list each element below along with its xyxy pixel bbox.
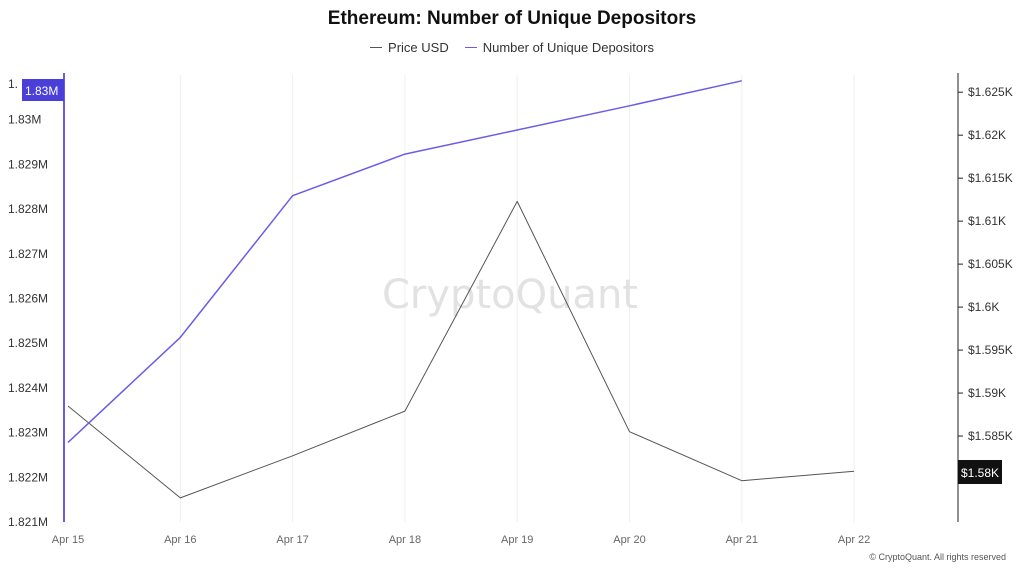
x-tick-label: Apr 21	[726, 534, 758, 546]
axis-badges: 1.83M $1.58K	[22, 79, 1002, 484]
right-tick-label: $1.61K	[968, 214, 1006, 228]
x-tick-label: Apr 20	[613, 534, 645, 546]
right-axis-ticks: $1.585K $1.59K $1.595K $1.6K $1.605K $1.61K $1…	[958, 85, 1013, 443]
x-tick-label: Apr 15	[52, 534, 84, 546]
legend-swatch-price	[370, 47, 383, 48]
series-line-depositors	[67, 80, 742, 443]
right-tick-label: $1.615K	[968, 171, 1013, 185]
right-tick-label: $1.605K	[968, 257, 1013, 271]
left-tick-label: 1.826M	[8, 292, 48, 306]
chart-legend: Price USD Number of Unique Depositors	[0, 40, 1024, 55]
right-tick-label: $1.625K	[968, 85, 1013, 99]
right-value-badge	[958, 460, 1002, 484]
x-axis-ticks: Apr 15 Apr 16 Apr 17 Apr 18 Apr 19 Apr 20 Apr …	[52, 534, 871, 546]
right-tick-label: $1.59K	[968, 386, 1006, 400]
axes	[63, 73, 959, 522]
watermark: CryptoQuant	[382, 272, 638, 318]
left-tick-label: 1.821M	[8, 515, 48, 529]
x-tick-label: Apr 19	[501, 534, 533, 546]
x-tick-label: Apr 17	[276, 534, 308, 546]
left-tick-label: 1.829M	[8, 157, 48, 171]
legend-label-depositors: Number of Unique Depositors	[482, 40, 654, 55]
left-tick-label: 1.828M	[8, 202, 48, 216]
left-tick-label: 1.827M	[8, 247, 48, 261]
left-tick-label: 1.824M	[8, 381, 48, 395]
right-tick-label: $1.585K	[968, 429, 1013, 443]
copyright-notice: © CryptoQuant. All rights reserved	[869, 552, 1006, 562]
series-line-price	[67, 200, 855, 499]
legend-label-price: Price USD	[388, 40, 449, 55]
right-tick-label: $1.6K	[968, 300, 999, 314]
left-tick-label: 1.83M	[8, 113, 41, 127]
left-tick-label: 1.822M	[8, 470, 48, 484]
right-tick-label: $1.62K	[968, 128, 1006, 142]
left-tick-label: 1.	[8, 77, 18, 91]
left-value-badge-label: 1.83M	[25, 84, 58, 98]
series-lines	[67, 80, 855, 499]
x-tick-label: Apr 22	[838, 534, 870, 546]
legend-item-price[interactable]: Price USD	[370, 40, 449, 55]
chart-title: Ethereum: Number of Unique Depositors	[327, 8, 697, 29]
x-tick-label: Apr 18	[389, 534, 421, 546]
legend-swatch-depositors	[464, 47, 477, 48]
legend-item-depositors[interactable]: Number of Unique Depositors	[464, 40, 654, 55]
left-tick-label: 1.823M	[8, 426, 48, 440]
left-value-badge	[22, 79, 64, 101]
left-axis-ticks: 1.821M 1.822M 1.823M 1.824M 1.825M 1.826M 1.82…	[8, 77, 48, 529]
left-tick-label: 1.825M	[8, 336, 48, 350]
right-value-badge-label: $1.58K	[961, 466, 999, 480]
grid-lines	[179, 75, 855, 522]
x-tick-label: Apr 16	[164, 534, 196, 546]
right-tick-label: $1.595K	[968, 343, 1013, 357]
